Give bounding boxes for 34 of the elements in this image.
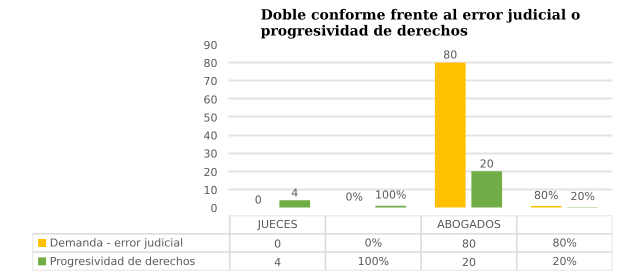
y-tick-label: 0 [210,202,218,215]
x-tick-label: JUECES [256,218,298,232]
data-label: 0 [274,238,282,250]
data-label: 0% [364,236,382,250]
x-tick-label: ABOGADOS [437,218,501,232]
y-tick-label: 20 [204,166,218,179]
text: 80 [443,48,458,62]
y-tick-label: 30 [204,148,218,161]
text: 100% [375,188,406,202]
chart-title: Doble conforme frente al error judicial o progresividad de derechos [260,8,580,40]
y-tick-label: 50 [204,111,218,124]
bar [434,62,466,208]
y-tick-label: 90 [204,39,218,52]
data-label: 80 [462,238,476,250]
y-tick-label: 80 [204,57,218,70]
bar [471,171,502,208]
y-tick-label: 10 [204,184,218,197]
data-label: 80% [552,236,577,250]
legend-label: Progresividad de derechos [50,254,196,268]
legend-label: Demanda - error judicial [50,236,184,250]
y-tick-label: 70 [204,75,218,88]
text: 80% [534,189,558,202]
text: 20 [480,157,494,170]
data-label: 4 [274,256,282,269]
text: 0% [346,190,363,204]
data-label: 100% [358,254,390,268]
bar [279,200,310,208]
text: 20% [570,190,595,204]
y-tick-label: 60 [204,93,218,106]
text: 4 [291,186,298,200]
data-label: 20 [462,256,476,269]
text: 0 [254,194,262,206]
y-tick-label: 40 [204,130,218,143]
data-label: 20% [552,254,577,268]
